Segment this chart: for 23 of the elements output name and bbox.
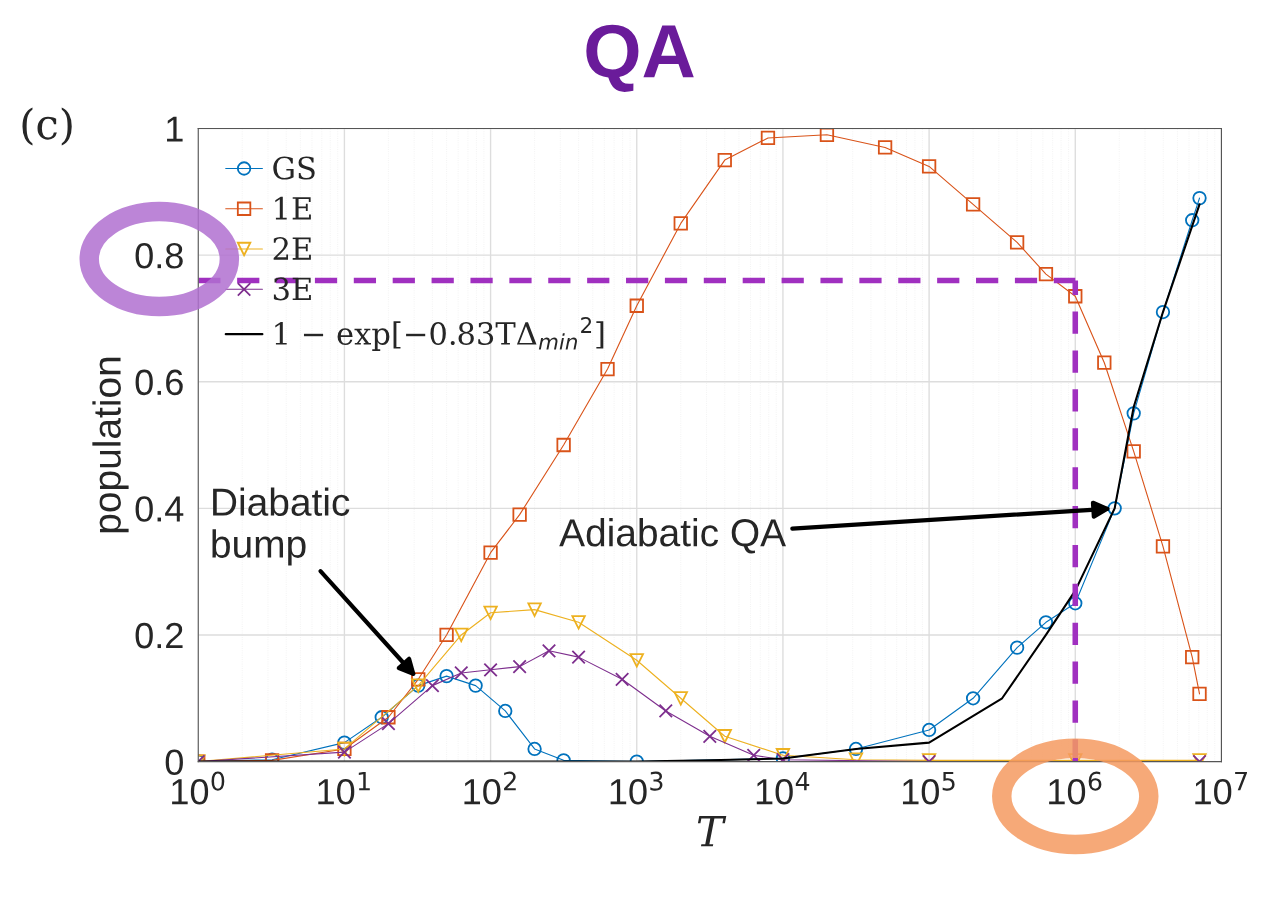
y-tick-label: 0.8 bbox=[135, 242, 183, 269]
x-axis-title: T bbox=[697, 815, 727, 847]
annotation: Diabatic bump bbox=[212, 487, 350, 566]
x-tick-label: 10$^{1}$ bbox=[318, 771, 370, 805]
legend-label: 2E bbox=[273, 237, 311, 260]
x-tick-label: 10$^{5}$ bbox=[902, 771, 955, 805]
y-tick-label: 1 bbox=[167, 116, 183, 142]
x-tick-label: 10$^{3}$ bbox=[610, 771, 663, 805]
y-tick-label: 0.6 bbox=[135, 369, 183, 396]
y-tick-label: 0.2 bbox=[135, 622, 183, 649]
y-axis-title: population bbox=[92, 357, 129, 533]
y-tick-label: 0.4 bbox=[135, 496, 184, 522]
annotation: Adiabatic QA bbox=[559, 517, 787, 554]
legend-label: 1E bbox=[275, 196, 311, 220]
x-tick-label: 10$^{7}$ bbox=[1195, 771, 1247, 805]
x-tick-label: 10$^{6}$ bbox=[1049, 771, 1102, 805]
text: (c) bbox=[22, 107, 72, 146]
chart-title: QA bbox=[586, 24, 694, 92]
legend-label: 3E bbox=[273, 277, 311, 301]
legend-label: 1 − exp[−0.83TΔ$_{min}$$^{2}$] bbox=[275, 317, 604, 351]
x-tick-label: 10$^{2}$ bbox=[464, 771, 516, 805]
x-tick-label: 10$^{4}$ bbox=[756, 771, 810, 805]
legend-label: GS bbox=[273, 156, 315, 180]
